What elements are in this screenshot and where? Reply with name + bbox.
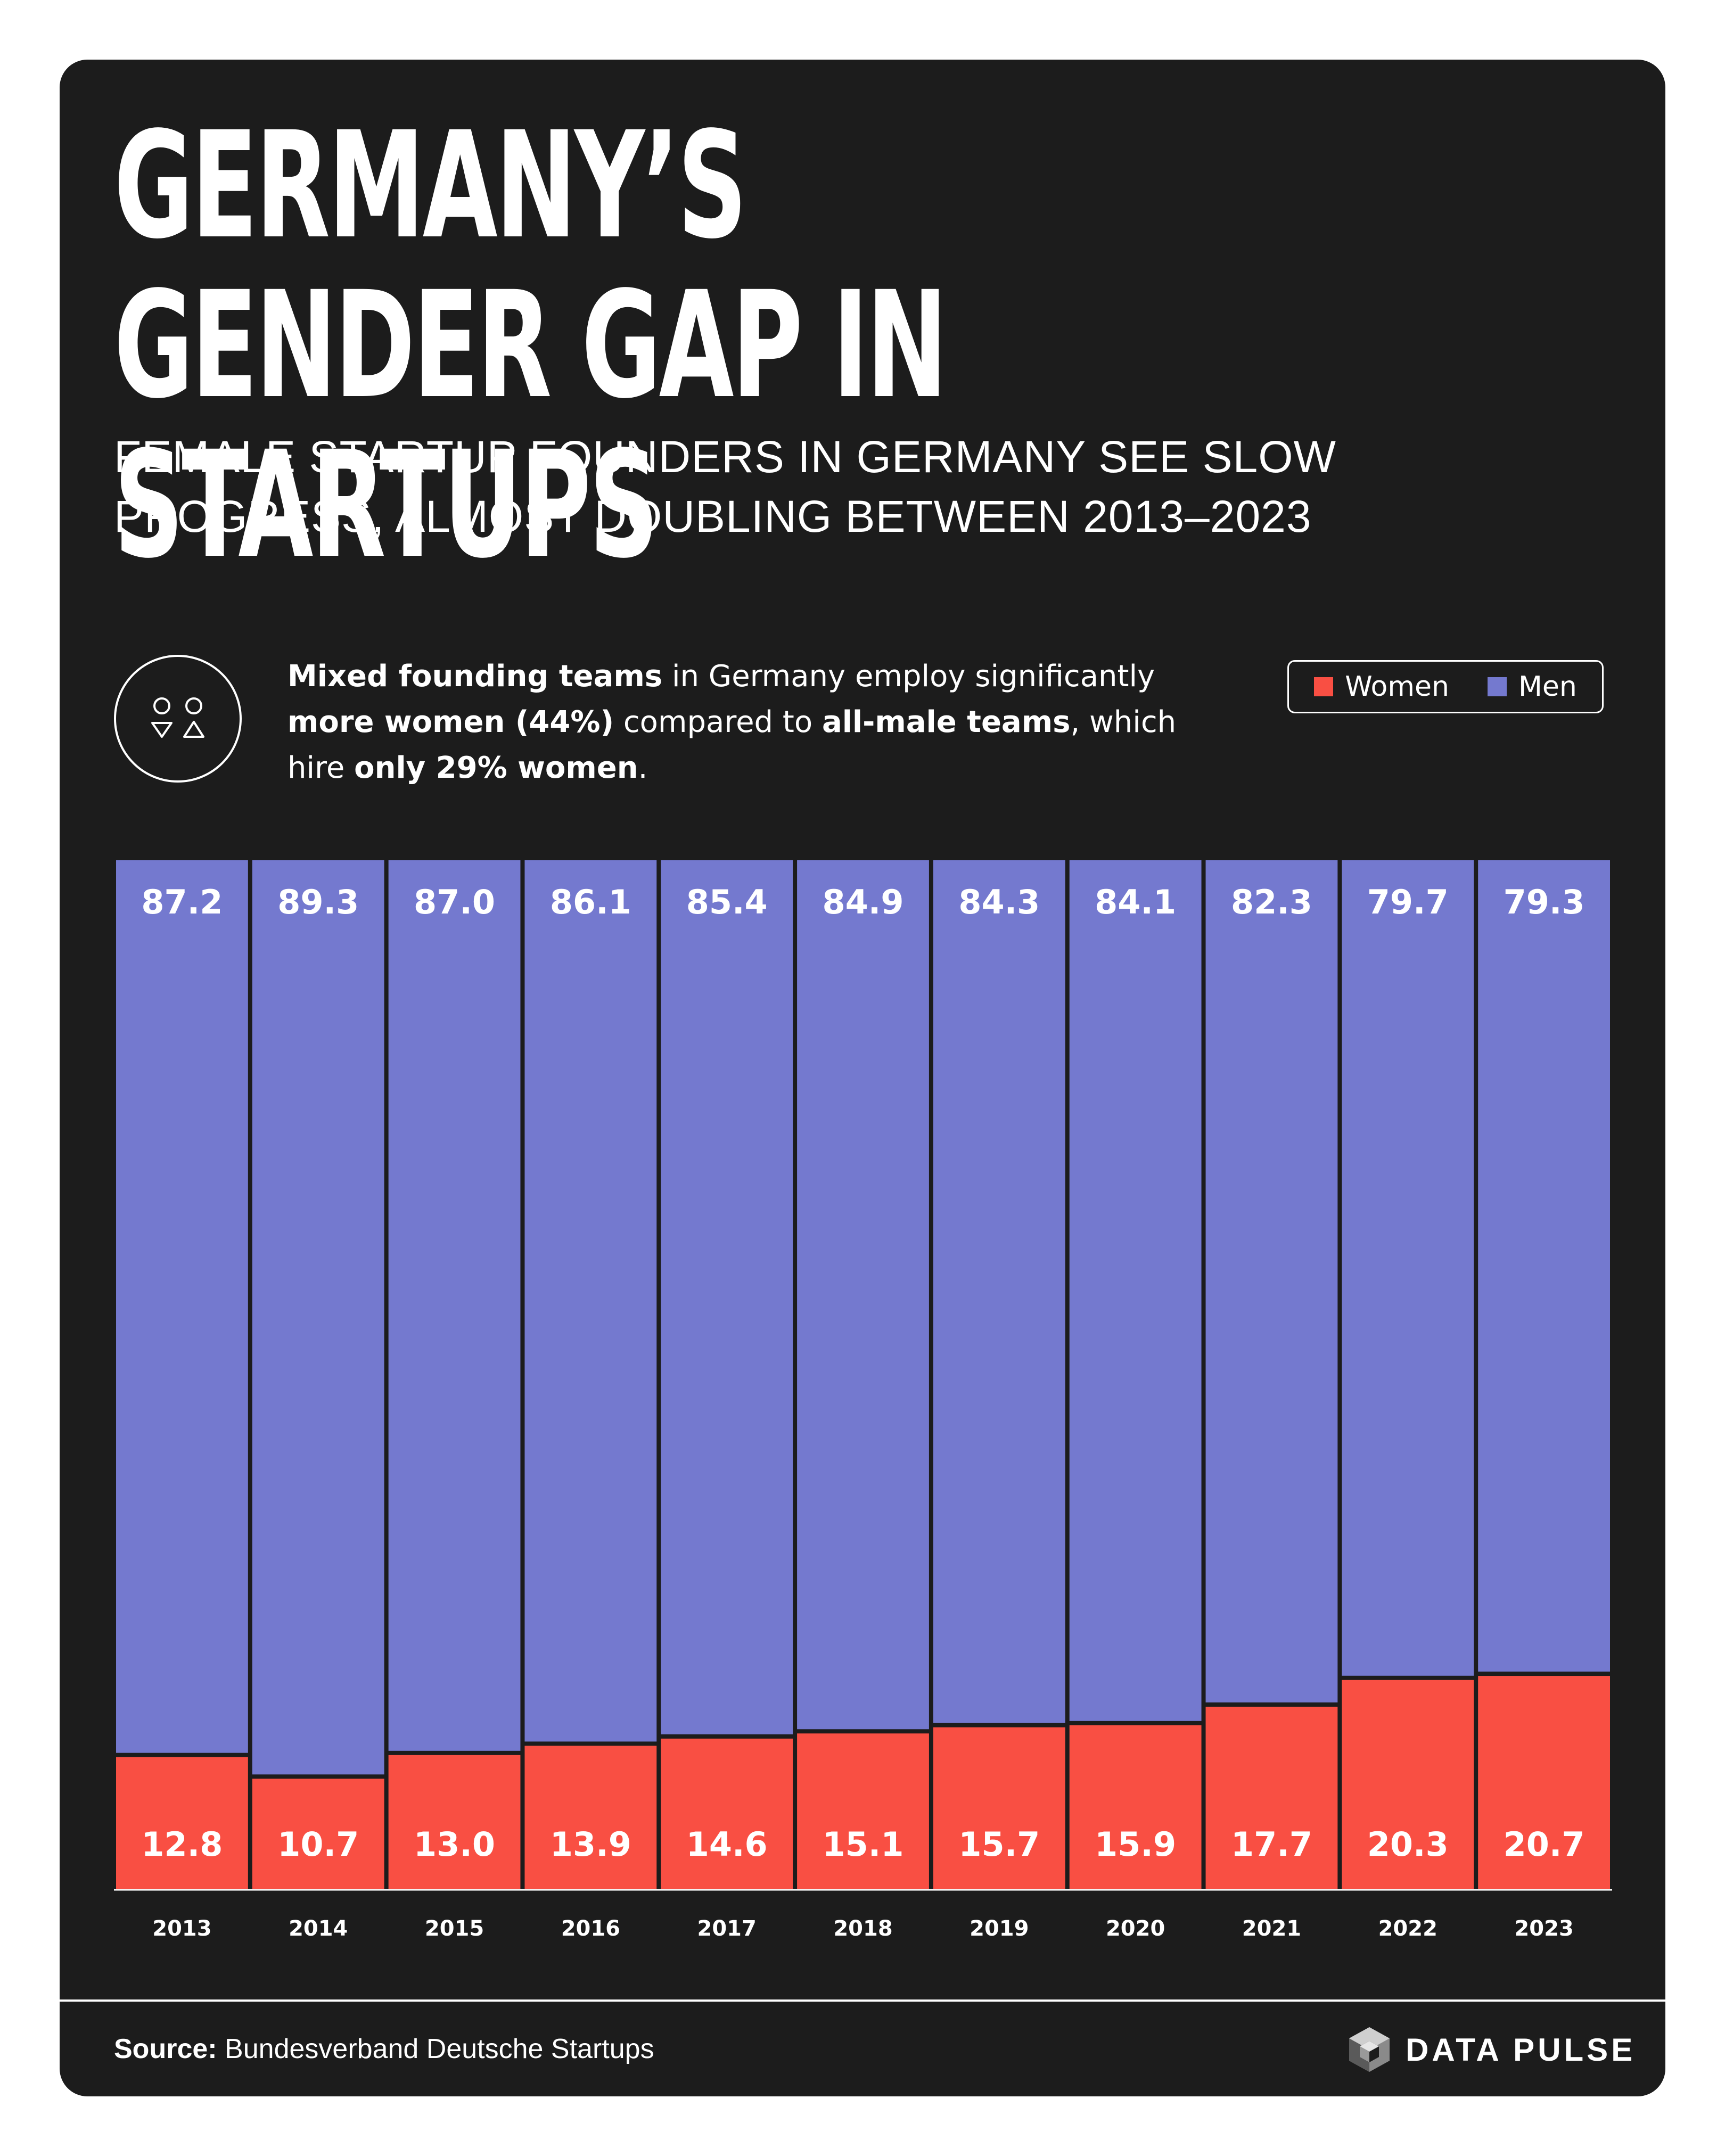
callout-text-span: in Germany employ significantly <box>662 659 1155 694</box>
subtitle: FEMALE STARTUP FOUNDERS IN GERMANY SEE S… <box>114 432 1336 541</box>
men-value-label: 85.4 <box>686 883 768 921</box>
brand-hexagon-icon <box>1349 2027 1390 2072</box>
x-tick-label: 2022 <box>1378 1916 1438 1941</box>
x-tick-label: 2019 <box>970 1916 1029 1941</box>
men-value-label: 84.1 <box>1095 883 1176 921</box>
x-tick-label: 2018 <box>833 1916 892 1941</box>
women-value-label: 13.9 <box>550 1825 631 1864</box>
women-value-label: 15.9 <box>1095 1825 1176 1864</box>
men-bar-segment <box>1342 860 1474 1676</box>
footer-divider <box>60 1999 1665 2002</box>
women-bar-segment <box>388 1755 521 1889</box>
men-bar-segment <box>1205 860 1338 1703</box>
legend-item-women: Women <box>1314 671 1449 703</box>
legend-label-women: Women <box>1345 671 1449 703</box>
callout-text-span: , which hire <box>288 705 1177 785</box>
source-note: Source: Bundesverband Deutsche Startups <box>114 2030 654 2068</box>
women-bar-segment <box>933 1727 1065 1889</box>
men-value-label: 87.0 <box>414 883 495 921</box>
women-bar-segment <box>252 1779 384 1889</box>
legend-label-men: Men <box>1518 671 1577 703</box>
source-text: Bundesverband Deutsche Startups <box>217 2034 654 2064</box>
women-value-label: 15.7 <box>958 1825 1040 1864</box>
women-value-label: 20.3 <box>1367 1825 1449 1864</box>
chart-legend: Women Men <box>1287 660 1604 713</box>
men-value-label: 79.3 <box>1504 883 1585 921</box>
callout-text-span: . <box>638 751 648 785</box>
x-tick-label: 2015 <box>425 1916 484 1941</box>
men-bar-segment <box>252 860 384 1775</box>
women-value-label: 14.6 <box>686 1825 768 1864</box>
women-bar-segment <box>1069 1725 1202 1889</box>
source-label: Source: <box>114 2034 217 2064</box>
men-value-label: 89.3 <box>277 883 359 921</box>
men-bar-segment <box>661 860 793 1734</box>
brand-label: DATA PULSE <box>1406 2031 1636 2068</box>
men-value-label: 87.2 <box>141 883 223 921</box>
men-bar-segment <box>1478 860 1610 1672</box>
x-tick-label: 2023 <box>1514 1916 1573 1941</box>
x-tick-label: 2014 <box>289 1916 348 1941</box>
men-bar-segment <box>116 860 248 1753</box>
women-bar-segment <box>524 1746 657 1889</box>
men-bar-segment <box>797 860 929 1730</box>
brand-logo: DATA PULSE <box>1347 2023 1636 2076</box>
men-value-label: 84.9 <box>823 883 904 921</box>
men-bar-segment <box>1069 860 1202 1721</box>
x-tick-label: 2016 <box>561 1916 620 1941</box>
women-bar-segment <box>1342 1680 1474 1889</box>
men-value-label: 84.3 <box>958 883 1040 921</box>
callout-bold: only 29% women <box>354 751 638 785</box>
women-value-label: 15.1 <box>823 1825 904 1864</box>
men-bar-segment <box>388 860 521 1751</box>
men-value-label: 86.1 <box>550 883 631 921</box>
women-value-label: 20.7 <box>1504 1825 1585 1864</box>
x-tick-label: 2021 <box>1242 1916 1301 1941</box>
callout-text-span: compared to <box>614 705 822 739</box>
legend-swatch-women <box>1314 677 1334 696</box>
women-bar-segment <box>661 1738 793 1889</box>
men-value-label: 82.3 <box>1231 883 1312 921</box>
men-bar-segment <box>933 860 1065 1723</box>
men-bar-segment <box>524 860 657 1742</box>
women-bar-segment <box>1205 1707 1338 1889</box>
callout-bold: all-male teams <box>822 705 1071 739</box>
page-title: GERMANY’S GENDER GAP IN STARTUPS <box>114 101 948 591</box>
women-value-label: 13.0 <box>414 1825 495 1864</box>
legend-swatch-men <box>1487 677 1507 696</box>
women-value-label: 17.7 <box>1231 1825 1312 1864</box>
x-tick-label: 2013 <box>152 1916 211 1941</box>
men-value-label: 79.7 <box>1367 883 1449 921</box>
x-tick-label: 2020 <box>1106 1916 1165 1941</box>
women-bar-segment <box>116 1757 248 1889</box>
women-bar-segment <box>797 1733 929 1889</box>
team-icon <box>114 655 242 783</box>
women-bar-segment <box>1478 1676 1610 1889</box>
callout-bold: Mixed founding teams <box>288 659 663 694</box>
x-tick-label: 2017 <box>697 1916 757 1941</box>
callout-bold: more women (44%) <box>288 705 614 739</box>
legend-item-men: Men <box>1487 671 1577 703</box>
women-value-label: 12.8 <box>141 1825 223 1864</box>
callout-text: Mixed founding teams in Germany employ s… <box>288 654 1203 791</box>
women-value-label: 10.7 <box>277 1825 359 1864</box>
stacked-bar-chart: 87.2 12.8 2013 89.3 10.7 2014 87.0 13.0 2015 86.1… <box>114 860 1612 1941</box>
infographic-card: GERMANY’S GENDER GAP IN STARTUPS FEMALE … <box>60 60 1665 2096</box>
